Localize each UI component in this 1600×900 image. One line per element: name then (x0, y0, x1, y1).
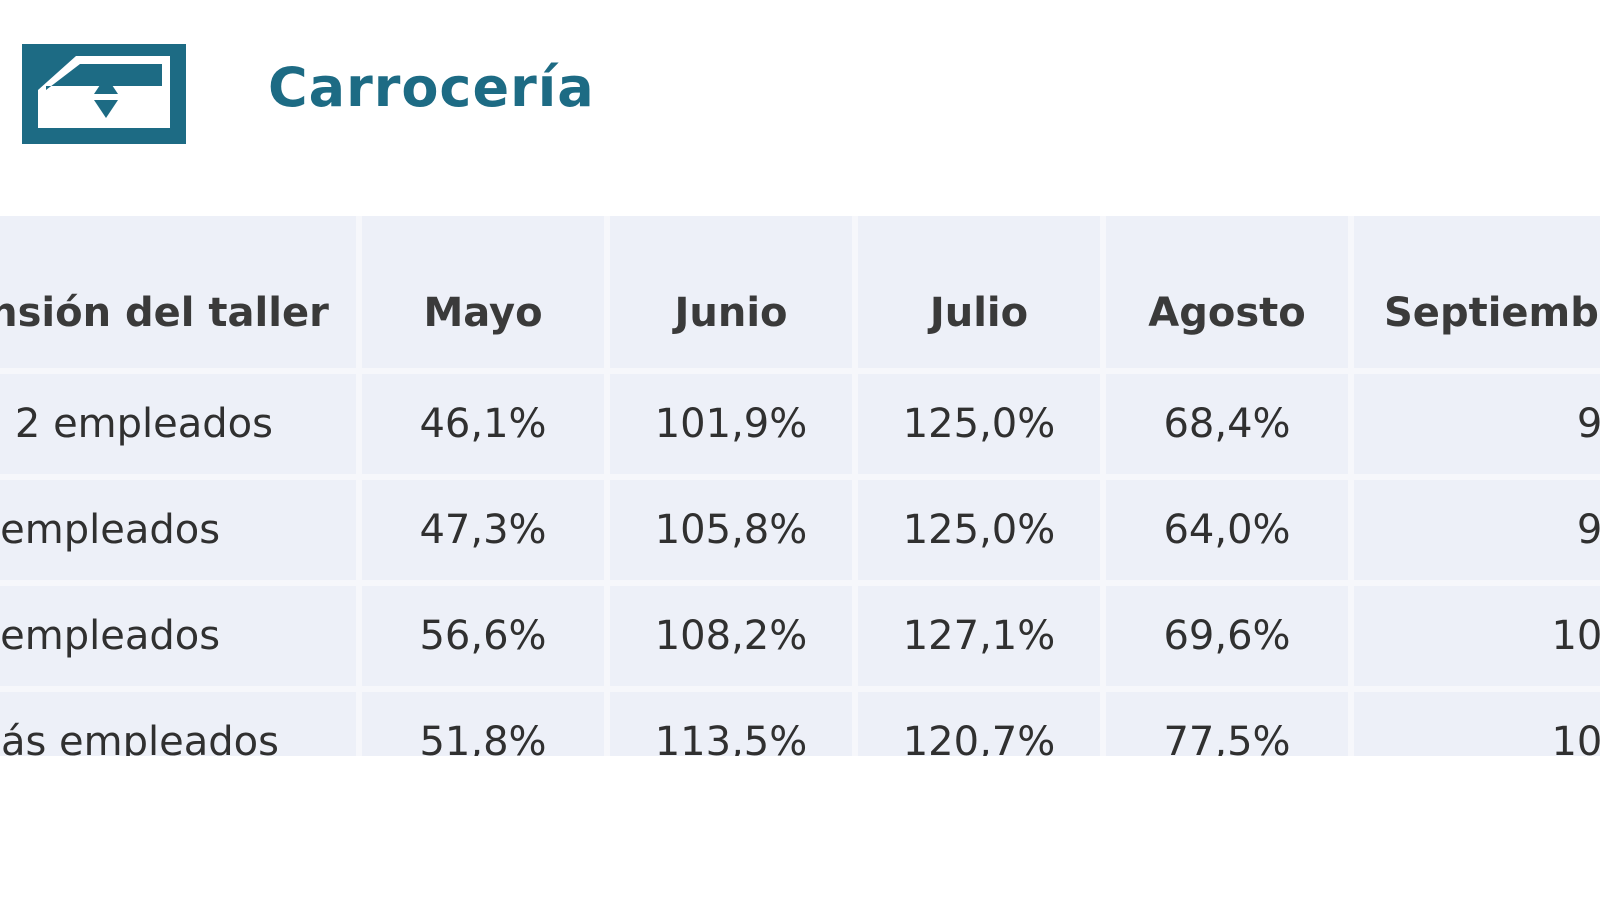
table-cell: 64,0% (1106, 480, 1354, 586)
data-table-container: ensión del taller Mayo Junio Julio Agost… (0, 216, 1600, 756)
table-cell: 125,0% (858, 480, 1106, 586)
table-cell: 92,5% (1354, 374, 1600, 480)
table-header-row: ensión del taller Mayo Junio Julio Agost… (0, 216, 1600, 374)
table-cell: 120,7% (858, 692, 1106, 756)
column-header: Junio (610, 216, 858, 374)
table-cell: 95,4% (1354, 480, 1600, 586)
row-label: más empleados (0, 692, 362, 756)
table-cell: 109,5% (1354, 692, 1600, 756)
table-cell: 127,1% (858, 586, 1106, 692)
row-label: ta 2 empleados (0, 374, 362, 480)
table-cell: 105,8% (610, 480, 858, 586)
data-table: ensión del taller Mayo Junio Julio Agost… (0, 216, 1600, 756)
table-cell: 106,6% (1354, 586, 1600, 692)
table-row: ta 2 empleados46,1%101,9%125,0%68,4%92,5… (0, 374, 1600, 480)
page-title: Carrocería (268, 56, 595, 119)
table-cell: 68,4% (1106, 374, 1354, 480)
table-cell: 51,8% (362, 692, 610, 756)
column-header: Mayo (362, 216, 610, 374)
column-header: ensión del taller (0, 216, 362, 374)
table-cell: 101,9% (610, 374, 858, 480)
column-header: Septiemb (1354, 216, 1600, 374)
table-cell: 46,1% (362, 374, 610, 480)
table-row: más empleados51,8%113,5%120,7%77,5%109,5… (0, 692, 1600, 756)
car-body-icon (18, 40, 190, 148)
table-cell: 56,6% (362, 586, 610, 692)
column-header: Julio (858, 216, 1106, 374)
row-label: 4 empleados (0, 480, 362, 586)
table-cell: 47,3% (362, 480, 610, 586)
column-header: Agosto (1106, 216, 1354, 374)
table-cell: 113,5% (610, 692, 858, 756)
row-label: 7 empleados (0, 586, 362, 692)
table-cell: 108,2% (610, 586, 858, 692)
table-cell: 77,5% (1106, 692, 1354, 756)
table-cell: 125,0% (858, 374, 1106, 480)
table-cell: 69,6% (1106, 586, 1354, 692)
